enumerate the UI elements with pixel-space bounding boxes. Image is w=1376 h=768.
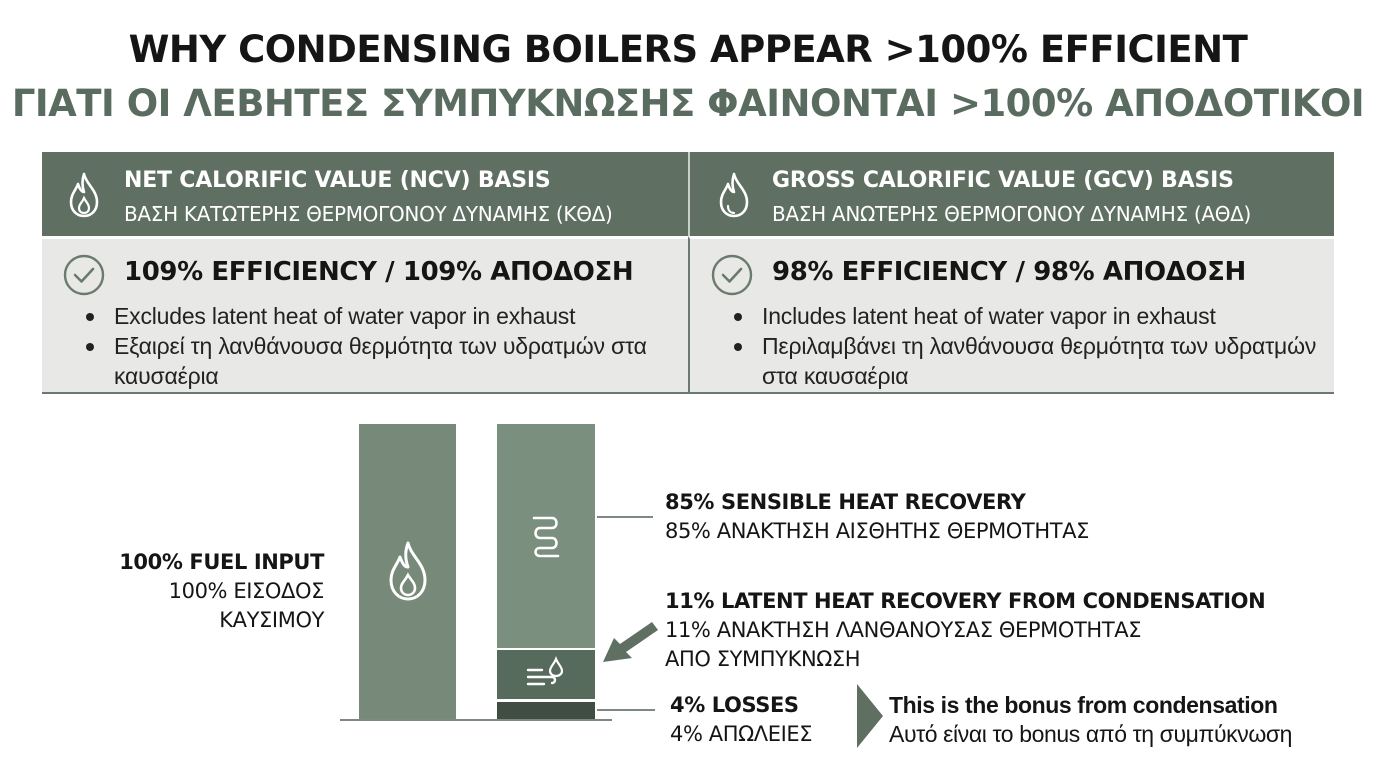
bonus-callout: This is the bonus from condensation Αυτό… [889, 691, 1292, 749]
gcv-title-en: GROSS CALORIFIC VALUE (GCV) BASIS [772, 168, 1234, 193]
page-title: WHY CONDENSING BOILERS APPEAR >100% EFFI… [128, 28, 1248, 71]
flame-icon [719, 172, 749, 218]
sensible-leader-line [597, 516, 653, 518]
page-subtitle: ΓΙΑΤΙ ΟΙ ΛΕΒΗΤΕΣ ΣΥΜΠΥΚΝΩΣΗΣ ΦΑΙΝΟΝΤΑΙ >… [11, 82, 1365, 125]
ncv-bullets: Excludes latent heat of water vapor in e… [86, 301, 676, 391]
fuel-input-bar [359, 424, 456, 720]
fuel-input-gr-1: 100% ΕΙΣΟΔΟΣ [168, 579, 325, 603]
latent-heat-gr-1: 11% ΑΝΑΚΤΗΣΗ ΛΑΝΘΑΝΟΥΣΑΣ ΘΕΡΜΟΤΗΤΑΣ [665, 618, 1142, 642]
ncv-cell: 109% EFFICIENCY / 109% ΑΠΟΔΟΣΗ Excludes … [42, 236, 688, 394]
sensible-heat-gr: 85% ΑΝΑΚΤΗΣΗ ΑΙΣΘΗΤΗΣ ΘΕΡΜΟΤΗΤΑΣ [665, 519, 1090, 543]
gcv-header: GROSS CALORIFIC VALUE (GCV) BASIS ΒΑΣΗ Α… [688, 152, 1334, 236]
gcv-title-gr: ΒΑΣΗ ΑΝΩΤΕΡΗΣ ΘΕΡΜΟΓΟΝΟΥ ΔΥΝΑΜΗΣ (ΑΘΔ) [772, 202, 1252, 226]
fuel-input-gr-2: ΚΑΥΣΙΜΟΥ [219, 608, 324, 632]
losses-bar [497, 702, 595, 720]
ncv-title-gr: ΒΑΣΗ ΚΑΤΩΤΕΡΗΣ ΘΕΡΜΟΓΟΝΟΥ ΔΥΝΑΜΗΣ (ΚΘΔ) [124, 202, 613, 226]
flame-icon [69, 172, 99, 218]
latent-heat-en: 11% LATENT HEAT RECOVERY FROM CONDENSATI… [665, 589, 1266, 613]
ncv-header: NET CALORIFIC VALUE (NCV) BASIS ΒΑΣΗ ΚΑΤ… [42, 152, 688, 236]
fuel-input-en: 100% FUEL INPUT [119, 550, 324, 574]
bonus-gr: Αυτό είναι το bonus από τη συμπύκνωση [889, 721, 1293, 747]
triangle-arrow-icon [857, 684, 883, 748]
list-item: Excludes latent heat of water vapor in e… [86, 301, 676, 331]
gcv-bullets: Includes latent heat of water vapor in e… [734, 301, 1324, 391]
arrow-icon [603, 622, 658, 662]
bonus-en: This is the bonus from condensation [889, 692, 1278, 718]
list-item: Περιλαμβάνει τη λανθάνουσα θερμότητα των… [734, 331, 1324, 391]
losses-label: 4% LOSSES 4% ΑΠΩΛΕΙΕΣ [670, 691, 813, 749]
gcv-efficiency: 98% EFFICIENCY / 98% ΑΠΟΔΟΣΗ [772, 257, 1246, 287]
heat-coil-icon [532, 516, 560, 558]
ncv-efficiency: 109% EFFICIENCY / 109% ΑΠΟΔΟΣΗ [124, 257, 634, 287]
losses-gr: 4% ΑΠΩΛΕΙΕΣ [670, 722, 813, 746]
check-circle-icon [711, 254, 753, 296]
losses-leader-line [597, 709, 655, 711]
condensation-drop-icon [526, 656, 564, 686]
list-item: Includes latent heat of water vapor in e… [734, 301, 1324, 331]
flame-icon [389, 541, 427, 601]
baseline [340, 719, 612, 721]
sensible-heat-bar [497, 424, 595, 648]
list-item: Εξαιρεί τη λανθάνουσα θερμότητα των υδρα… [86, 331, 676, 391]
losses-en: 4% LOSSES [670, 693, 799, 717]
sensible-heat-label: 85% SENSIBLE HEAT RECOVERY 85% ΑΝΑΚΤΗΣΗ … [665, 488, 1089, 546]
latent-heat-bar [497, 650, 595, 699]
check-circle-icon [63, 254, 105, 296]
latent-heat-gr-2: ΑΠΟ ΣΥΜΠΥΚΝΩΣΗ [665, 647, 861, 671]
ncv-title-en: NET CALORIFIC VALUE (NCV) BASIS [124, 168, 551, 193]
latent-heat-label: 11% LATENT HEAT RECOVERY FROM CONDENSATI… [665, 587, 1266, 674]
comparison-table: NET CALORIFIC VALUE (NCV) BASIS ΒΑΣΗ ΚΑΤ… [42, 152, 1334, 394]
fuel-input-label: 100% FUEL INPUT 100% ΕΙΣΟΔΟΣ ΚΑΥΣΙΜΟΥ [119, 548, 324, 635]
gcv-cell: 98% EFFICIENCY / 98% ΑΠΟΔΟΣΗ Includes la… [688, 236, 1334, 394]
sensible-heat-en: 85% SENSIBLE HEAT RECOVERY [665, 490, 1026, 514]
